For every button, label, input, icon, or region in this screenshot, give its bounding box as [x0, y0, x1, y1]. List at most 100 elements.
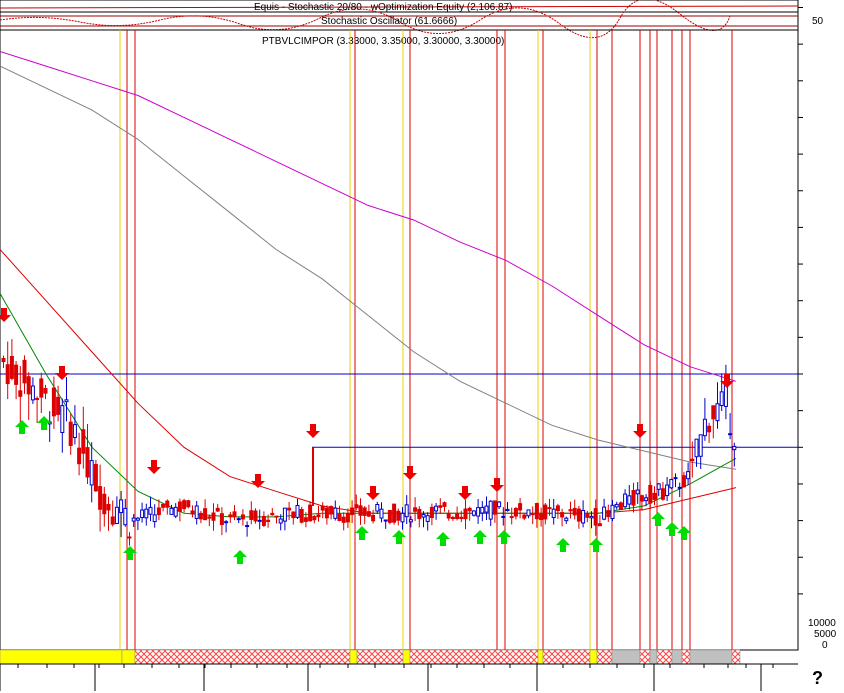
price-bar-body — [623, 493, 628, 508]
price-bar-body — [110, 516, 115, 525]
up-arrow-icon — [556, 538, 570, 552]
up-arrow-icon — [392, 530, 406, 544]
down-arrow-icon — [0, 308, 11, 322]
up-arrow-icon — [665, 522, 679, 536]
up-arrow-icon — [233, 550, 247, 564]
price-bar-body — [442, 502, 447, 507]
equity-label: Equis - Stochastic 20/80 - wOptimization… — [254, 2, 512, 13]
price-bar-body — [345, 512, 350, 523]
price-bar-body — [526, 509, 531, 517]
up-arrow-icon — [651, 512, 665, 526]
price-bar-body — [698, 434, 703, 457]
price-bar-body — [446, 513, 451, 519]
price-bar-body — [602, 506, 607, 520]
price-bar-body — [102, 493, 107, 515]
position-segment — [639, 649, 651, 665]
price-bar-body — [375, 504, 380, 512]
moving-average-3 — [0, 249, 737, 514]
price-bar-body — [98, 486, 103, 510]
up-arrow-icon — [436, 532, 450, 546]
price-bar-body — [329, 506, 334, 515]
equity-line — [0, 5, 799, 9]
moving-average-1 — [0, 51, 737, 382]
price-bar-body — [719, 391, 724, 406]
price-bar-body — [39, 378, 44, 398]
price-bar-body — [404, 504, 409, 518]
price-bar-body — [215, 507, 220, 512]
price-bar-body — [694, 438, 699, 458]
price-bar-body — [513, 507, 518, 517]
price-bar-body — [597, 523, 602, 527]
price-bar-body — [1, 357, 6, 363]
position-segment — [611, 649, 641, 665]
price-bar-body — [85, 447, 90, 478]
price-bar-body — [177, 501, 182, 512]
help-button[interactable]: ? — [812, 668, 823, 688]
price-bar-body — [387, 509, 392, 523]
down-arrow-icon — [251, 474, 265, 488]
price-bar-body — [77, 447, 82, 465]
price-bar-body — [274, 515, 279, 518]
up-arrow-icon — [473, 530, 487, 544]
price-bar-body — [408, 519, 413, 523]
price-bar-body — [312, 515, 317, 521]
price-bar-body — [114, 506, 119, 525]
position-segment — [681, 649, 691, 665]
down-arrow-icon — [403, 466, 417, 480]
price-bar-body — [14, 364, 19, 385]
price-bar-body — [371, 514, 376, 522]
price-bar-body — [291, 511, 296, 519]
stoch-axis-value: 50 — [812, 16, 824, 27]
price-bar-body — [627, 495, 632, 505]
price-bar-body — [551, 508, 556, 519]
price-bar-body — [148, 506, 153, 515]
price-bar-body — [581, 509, 586, 524]
price-bar-body — [392, 503, 397, 523]
price-bar-body — [186, 500, 191, 508]
price-bar-body — [9, 355, 14, 379]
price-bar-body — [660, 488, 665, 500]
price-bar-body — [236, 518, 241, 521]
position-segment — [656, 649, 673, 665]
y-axis — [798, 7, 803, 595]
price-bar-body — [169, 507, 174, 515]
down-arrow-icon — [633, 424, 647, 438]
price-bar-body — [26, 376, 31, 395]
price-bar-body — [81, 429, 86, 454]
price-bar-body — [463, 508, 468, 520]
price-bar-body — [715, 403, 720, 422]
level-lines — [0, 373, 798, 448]
price-bar-body — [245, 525, 250, 528]
price-bar-body — [249, 510, 254, 520]
price-bar-body — [211, 512, 216, 521]
position-strip — [0, 649, 741, 665]
price-bar-body — [539, 513, 544, 521]
price-bar-body — [131, 517, 136, 522]
position-segment — [121, 649, 136, 665]
signal-lines — [119, 30, 733, 664]
price-bar-body — [484, 505, 489, 513]
up-arrow-icon — [15, 420, 29, 434]
price-bar-body — [492, 500, 497, 515]
price-bar-body — [51, 387, 56, 417]
moving-average-2 — [0, 65, 737, 470]
up-arrow-icon — [37, 416, 51, 430]
up-arrow-icon — [677, 526, 691, 540]
price-bar-body — [509, 516, 514, 519]
x-axis — [0, 664, 774, 691]
price-bar-body — [396, 510, 401, 521]
down-arrow-icon — [147, 460, 161, 474]
price-bar-body — [152, 514, 157, 523]
price-bar-body — [56, 396, 61, 415]
price-bar-body — [308, 504, 313, 522]
down-arrow-icon — [458, 486, 472, 500]
price-bar-body — [400, 512, 405, 523]
down-arrow-icon — [306, 424, 320, 438]
price-bar-body — [240, 514, 245, 520]
price-bar-body — [324, 507, 329, 519]
price-bar-body — [585, 513, 590, 518]
price-bar-body — [534, 503, 539, 520]
price-bar-body — [282, 507, 287, 522]
price-bar-body — [253, 510, 258, 522]
